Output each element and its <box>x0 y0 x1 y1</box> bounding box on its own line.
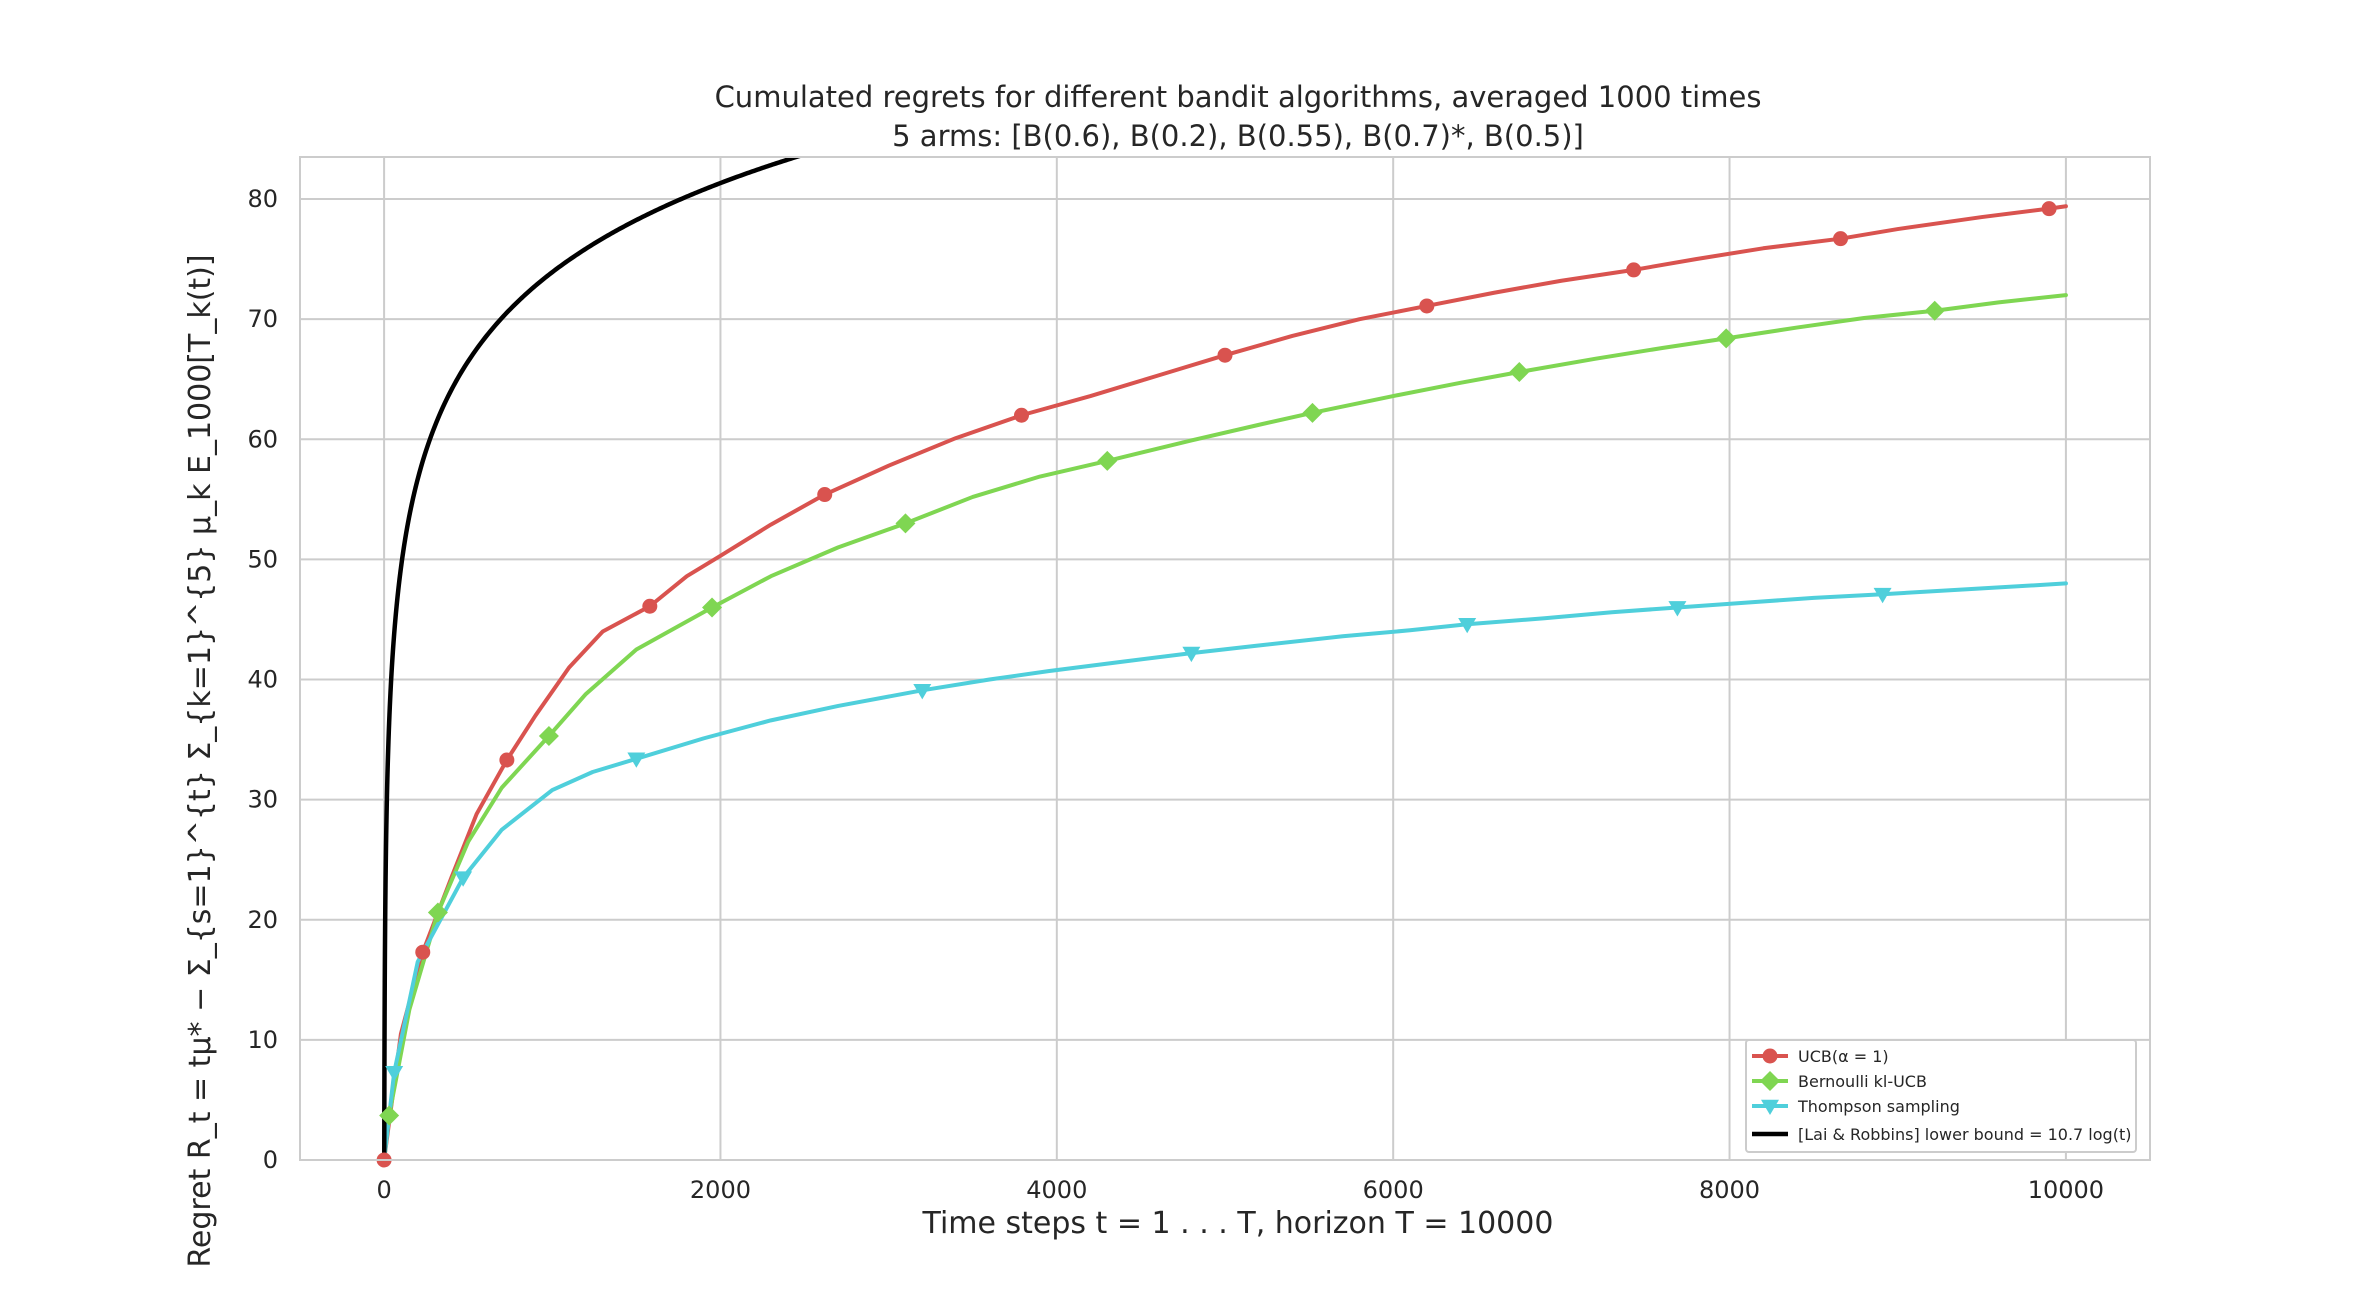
series-marker-0 <box>1014 407 1029 423</box>
series-marker-2 <box>1458 617 1477 634</box>
series-marker-2 <box>1668 601 1687 617</box>
series-line-2 <box>382 581 2068 1160</box>
y-tick-label: 50 <box>247 545 278 573</box>
legend-label: Thompson sampling <box>1797 1097 1960 1116</box>
chart-subtitle: 5 arms: [B(0.6), B(0.2), B(0.55), B(0.7)… <box>892 119 1584 153</box>
legend-label: UCB(α = 1) <box>1798 1047 1889 1066</box>
x-tick-label: 8000 <box>1699 1176 1760 1204</box>
series-line-1 <box>382 293 2068 1160</box>
series-marker-1 <box>895 513 916 534</box>
series-marker-1 <box>1302 402 1323 423</box>
series-marker-0 <box>499 752 515 768</box>
series-lines <box>382 157 2068 1160</box>
legend-label: [Lai & Robbins] lower bound = 10.7 log(t… <box>1798 1125 2131 1144</box>
y-tick-label: 80 <box>247 185 278 213</box>
series-marker-2 <box>913 684 932 700</box>
series-marker-0 <box>1833 231 1849 247</box>
series-marker-1 <box>1509 362 1530 383</box>
y-tick-label: 40 <box>247 666 278 694</box>
chart-title: Cumulated regrets for different bandit a… <box>715 80 1762 114</box>
series-marker-0 <box>1419 298 1435 314</box>
series-marker-0 <box>1626 262 1642 278</box>
x-tick-label: 4000 <box>1026 1176 1087 1204</box>
legend-marker <box>1761 1099 1779 1115</box>
series-marker-1 <box>427 902 448 923</box>
legend: UCB(α = 1) Bernoulli kl-UCB Thompson sampl… <box>1745 1039 2137 1153</box>
y-tick-label: 0 <box>263 1146 278 1174</box>
series-marker-2 <box>1873 587 1892 604</box>
tick-labels: 0 2000 4000 6000 8000 10000 0 10 20 30 40 50 60 70 80 <box>247 185 2104 1204</box>
legend-label: Bernoulli kl-UCB <box>1798 1072 1927 1091</box>
plot-frame <box>299 156 2151 1161</box>
series-marker-1 <box>1924 300 1945 321</box>
x-tick-label: 2000 <box>690 1176 751 1204</box>
legend-marker <box>1760 1071 1780 1091</box>
series-marker-0 <box>642 598 658 614</box>
series-line-3 <box>382 157 804 1160</box>
x-tick-label: 0 <box>376 1176 391 1204</box>
x-tick-label: 6000 <box>1363 1176 1424 1204</box>
legend-items: UCB(α = 1) Bernoulli kl-UCB Thompson sampl… <box>1752 1047 2131 1144</box>
y-tick-label: 20 <box>247 906 278 934</box>
y-tick-label: 30 <box>247 786 278 814</box>
y-tick-label: 60 <box>247 425 278 453</box>
y-tick-label: 70 <box>247 305 278 333</box>
y-axis-label: Regret R_t = tμ* − Σ_{s=1}^{t} Σ_{k=1}^{… <box>183 254 218 1267</box>
series-marker-1 <box>1716 328 1737 349</box>
x-tick-label: 10000 <box>2028 1176 2104 1204</box>
series-marker-0 <box>1217 347 1233 363</box>
series-marker-2 <box>385 1066 404 1082</box>
series-marker-2 <box>627 752 646 768</box>
series-marker-1 <box>538 725 559 746</box>
x-axis-label: Time steps t = 1 . . . T, horizon T = 10… <box>922 1206 1554 1241</box>
series-marker-1 <box>379 1105 400 1126</box>
legend-box <box>1745 1039 2137 1153</box>
series-marker-0 <box>2041 201 2057 217</box>
series-marker-2 <box>1182 646 1201 663</box>
series-marker-1 <box>702 597 723 618</box>
series-markers <box>376 201 2057 1168</box>
legend-marker <box>1762 1048 1778 1064</box>
series-marker-2 <box>454 871 473 887</box>
series-marker-0 <box>415 944 431 960</box>
series-marker-0 <box>817 487 833 503</box>
y-tick-label: 10 <box>247 1026 278 1054</box>
series-marker-1 <box>1097 450 1118 471</box>
